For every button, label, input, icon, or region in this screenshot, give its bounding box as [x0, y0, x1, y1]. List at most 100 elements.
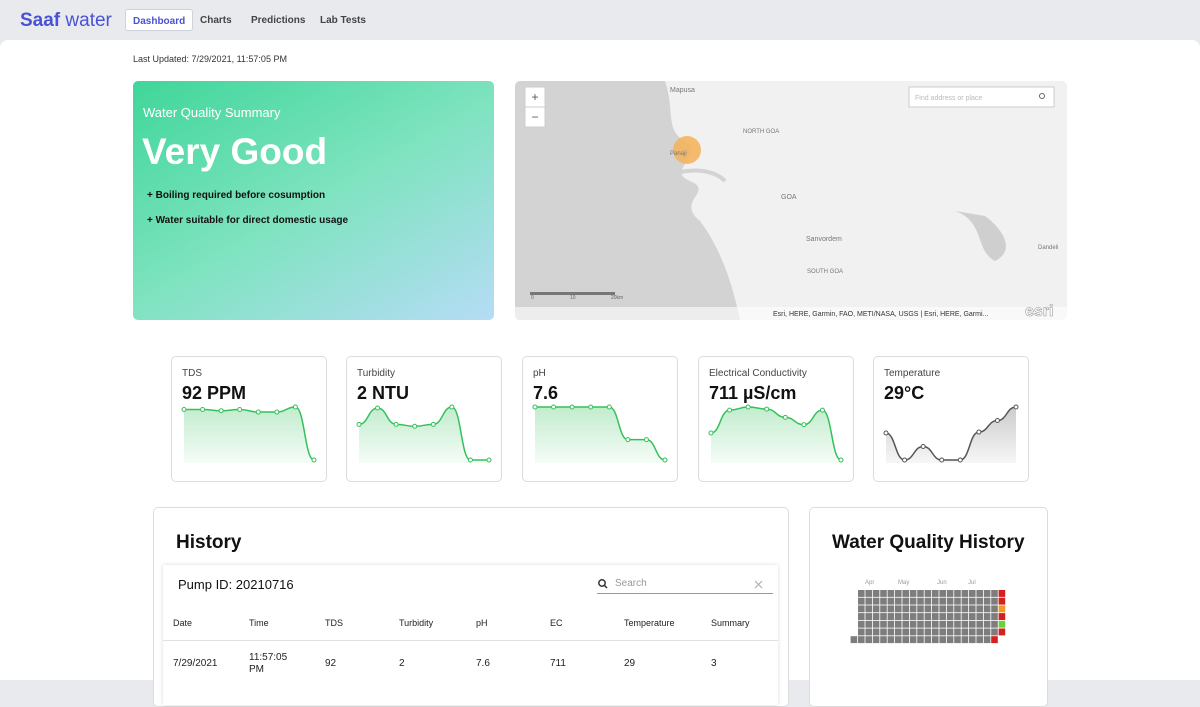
heatmap-cell [887, 590, 895, 597]
heatmap-cell [858, 605, 865, 613]
summary-card: Water Quality Summary Very Good + Boilin… [133, 81, 494, 320]
sparkline-point [393, 421, 399, 427]
heatmap-cell [932, 613, 939, 620]
sparkline-point [588, 404, 594, 410]
heatmap-cell [946, 628, 954, 636]
heatmap-cell [932, 590, 939, 597]
heatmap-cell [887, 597, 895, 605]
heatmap-cell [939, 605, 946, 613]
sparkline-point [356, 421, 362, 427]
map-search[interactable] [908, 86, 1055, 108]
heatmap-cell [858, 597, 865, 605]
search-icon [1039, 93, 1045, 99]
metric-card: Electrical Conductivity 711 µS/cm [698, 356, 854, 482]
sparkline-area [886, 407, 1016, 463]
heatmap-cell [880, 628, 887, 636]
month-label: May [898, 580, 909, 586]
page: Saaf water {"nav": {"logo_bold": "Saaf",… [0, 9, 1200, 707]
heatmap-cell [872, 605, 880, 613]
heatmap-cell [909, 620, 917, 628]
heatmap-cell [976, 636, 983, 644]
tab[interactable]: Lab Tests [320, 15, 366, 26]
table-cell: 29 [624, 658, 636, 669]
heatmap-cell [954, 628, 961, 636]
tab[interactable]: Charts [200, 15, 232, 26]
metric-value: 2 NTU [357, 383, 410, 403]
heatmap-cell [946, 597, 954, 605]
sparkline-point [994, 417, 1000, 423]
heatmap-cell [902, 597, 909, 605]
heatmap-cell [917, 605, 924, 613]
search-input[interactable]: Search [615, 578, 647, 589]
heatmap-cell [969, 628, 976, 636]
heatmap-cell [909, 597, 917, 605]
heatmap-cell [850, 636, 858, 644]
heatmap-cell [932, 636, 939, 644]
heatmap-cell [939, 590, 946, 597]
heatmap-cell [932, 605, 939, 613]
heatmap-cell [887, 636, 895, 644]
table-cell: 711 [550, 658, 566, 669]
heatmap-cell [865, 613, 872, 620]
table-cell: 7/29/2021 [173, 658, 218, 669]
tab[interactable]: Predictions [251, 15, 306, 26]
map-search-placeholder: Find address or place [915, 95, 982, 102]
heatmap-cell [902, 613, 909, 620]
logo-bold: Saaf [20, 10, 61, 31]
heatmap-cell [998, 597, 1006, 605]
heatmap-cell [939, 613, 946, 620]
sparkline-point [1013, 404, 1019, 410]
sparkline-point [606, 404, 612, 410]
heatmap-cell [939, 636, 946, 644]
heatmap-cell [954, 613, 961, 620]
logo-light: water [65, 10, 112, 31]
heatmap-cell [902, 590, 909, 597]
heatmap-cell [969, 597, 976, 605]
heatmap-cell [917, 613, 924, 620]
metric-card: pH 7.6 [522, 356, 678, 482]
sparkline-point [532, 404, 538, 410]
metric-name: Turbidity [357, 368, 395, 379]
tab[interactable]: Dashboard [125, 9, 194, 31]
heatmap-cell [917, 620, 924, 628]
zoom-in[interactable]: + [531, 90, 538, 104]
heatmap-cell [924, 605, 932, 613]
heatmap-cell [880, 613, 887, 620]
metric-name: TDS [182, 368, 202, 379]
summary-title: Water Quality Summary [143, 105, 281, 120]
search-underline [597, 593, 773, 594]
column-header: EC [550, 618, 563, 628]
logo[interactable]: Saaf water [20, 10, 112, 32]
heatmap-cell [991, 590, 998, 597]
column-header: Time [249, 618, 269, 628]
heatmap-cell [858, 620, 865, 628]
sparkline-point [375, 405, 381, 411]
heatmap-cell [946, 613, 954, 620]
sparkline-point [819, 407, 825, 413]
heatmap-cell [961, 620, 969, 628]
location-marker[interactable] [673, 136, 701, 164]
lake [955, 211, 1006, 261]
column-header: TDS [325, 618, 343, 628]
metric-name: pH [533, 368, 546, 379]
heatmap-cell [872, 613, 880, 620]
heatmap-cell [969, 605, 976, 613]
metric-card: Turbidity 2 NTU [346, 356, 502, 482]
heatmap-cell [976, 590, 983, 597]
sparkline-point [976, 429, 982, 435]
sparkline-point [939, 457, 945, 463]
map-label: Panaji [670, 151, 687, 157]
metric-value: 92 PPM [182, 383, 247, 403]
map-label: GOA [781, 194, 797, 201]
metric-value: 29°C [884, 383, 925, 403]
heatmap-cell [939, 628, 946, 636]
sparkline-point [957, 457, 963, 463]
zoom-out[interactable]: − [531, 110, 538, 124]
heatmap-cell [961, 628, 969, 636]
column-header: Temperature [624, 618, 675, 628]
heatmap-cell [954, 620, 961, 628]
sparkline-point [643, 437, 649, 443]
heatmap-cell [924, 597, 932, 605]
map[interactable]: Mapusa Panaji NORTH GOA GOA Sanvordem SOUTH G… [515, 81, 1067, 320]
sparkline-point [708, 430, 714, 436]
